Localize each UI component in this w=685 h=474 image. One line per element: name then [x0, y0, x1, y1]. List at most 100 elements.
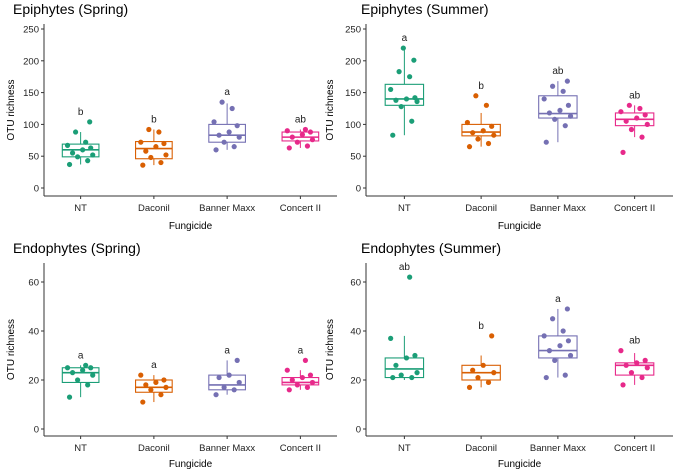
data-point — [309, 379, 316, 386]
x-tick-label: Banner Maxx — [530, 443, 586, 454]
data-point — [562, 372, 568, 378]
data-point — [304, 384, 311, 390]
data-point — [163, 152, 169, 158]
data-point — [153, 379, 159, 386]
data-point — [560, 88, 566, 94]
data-point — [560, 328, 566, 334]
data-point — [412, 95, 418, 101]
x-tick-label: Banner Maxx — [530, 203, 586, 214]
data-point — [567, 113, 574, 119]
data-point — [620, 382, 626, 388]
data-point — [80, 367, 86, 373]
significance-letter: b — [151, 114, 157, 125]
significance-letter: b — [78, 107, 84, 118]
panel-title: Endophytes (Spring) — [13, 240, 141, 256]
data-point — [628, 370, 635, 376]
data-point — [491, 132, 497, 138]
data-point — [644, 365, 650, 371]
data-point — [489, 333, 495, 339]
data-point — [309, 137, 316, 143]
data-point — [409, 118, 415, 124]
data-point — [85, 158, 91, 164]
x-tick-label: Concert II — [614, 203, 655, 214]
data-point — [216, 132, 222, 138]
data-point — [466, 144, 473, 150]
data-point — [473, 93, 479, 99]
data-point — [480, 128, 486, 134]
data-point — [546, 348, 553, 354]
data-point — [639, 134, 645, 140]
y-tick-label: 50 — [350, 152, 361, 163]
data-point — [226, 129, 232, 135]
data-point — [557, 343, 563, 349]
data-point — [88, 365, 94, 371]
significance-letter: ab — [552, 66, 564, 77]
data-point — [163, 384, 169, 390]
data-point — [620, 149, 626, 155]
data-point — [226, 372, 232, 378]
data-point — [393, 97, 399, 103]
data-point — [409, 374, 415, 381]
data-point — [398, 103, 404, 110]
significance-letter: a — [224, 345, 230, 356]
x-tick-label: Concert II — [280, 203, 321, 214]
box-iqr — [538, 335, 578, 359]
data-point — [286, 387, 292, 393]
y-tick-label: 40 — [350, 327, 361, 338]
data-point — [634, 360, 640, 366]
data-point — [411, 57, 417, 63]
x-tick-label: NT — [74, 443, 87, 454]
data-point — [407, 74, 413, 80]
panel-title: Epiphytes (Spring) — [13, 1, 128, 17]
data-point — [644, 121, 650, 127]
data-point — [626, 102, 632, 108]
data-point — [403, 355, 410, 361]
data-point — [475, 374, 481, 381]
data-point — [284, 367, 290, 373]
data-point — [148, 387, 154, 393]
data-point — [286, 145, 292, 151]
y-axis-label: OTU richness — [6, 79, 17, 140]
data-point — [90, 372, 96, 378]
data-point — [642, 112, 648, 118]
y-tick-label: 250 — [345, 25, 361, 36]
x-tick-label: NT — [398, 443, 411, 454]
data-point — [229, 105, 235, 112]
data-point — [390, 374, 396, 381]
data-point — [565, 102, 572, 108]
x-tick-label: Daconil — [138, 443, 170, 454]
x-axis-label: Fungicide — [169, 221, 213, 232]
data-point — [562, 123, 568, 129]
x-tick-label: Banner Maxx — [199, 443, 255, 454]
data-point — [64, 365, 71, 371]
data-point — [289, 134, 295, 140]
data-point — [623, 118, 629, 124]
significance-letter: ab — [629, 336, 641, 347]
panel-title: Endophytes (Summer) — [361, 240, 501, 256]
significance-letter: a — [298, 345, 304, 356]
data-point — [64, 142, 71, 148]
data-point — [414, 98, 420, 105]
data-point — [69, 370, 76, 376]
chart-panel-4: Endophytes (Summer) 0 20 40 60 OTU richness Fu… — [325, 240, 673, 470]
x-tick-label: Daconil — [465, 443, 497, 454]
significance-letter: ab — [629, 90, 641, 101]
data-point — [470, 130, 476, 136]
data-point — [66, 161, 73, 168]
y-tick-label: 200 — [345, 56, 361, 67]
data-point — [234, 123, 240, 129]
data-point — [221, 139, 227, 145]
data-point — [219, 99, 225, 105]
data-point — [211, 119, 217, 125]
y-tick-label: 60 — [28, 278, 39, 289]
data-point — [388, 335, 394, 341]
data-point — [543, 374, 549, 381]
significance-letter: a — [78, 350, 84, 361]
significance-letter: a — [402, 33, 408, 44]
data-point — [236, 134, 242, 140]
data-point — [302, 357, 309, 363]
data-point — [85, 382, 91, 388]
y-axis-label: OTU richness — [6, 319, 17, 380]
data-point — [541, 333, 547, 339]
